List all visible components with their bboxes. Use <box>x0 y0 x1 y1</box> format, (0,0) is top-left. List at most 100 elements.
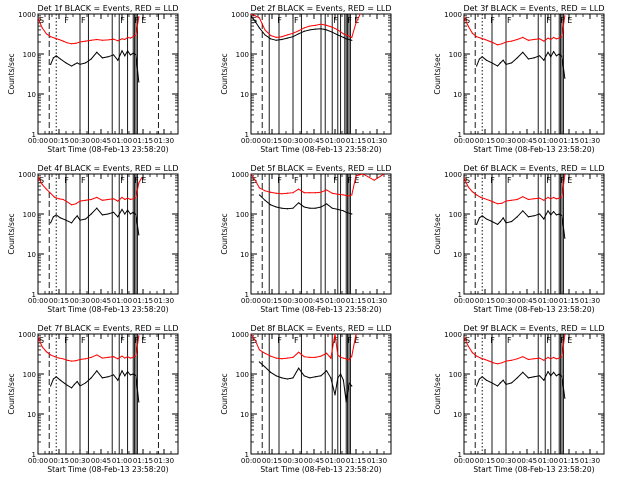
data-point-lld <box>254 339 256 341</box>
data-point-lld <box>492 42 494 44</box>
data-point-events <box>124 213 126 215</box>
data-point-events <box>138 401 140 403</box>
x-tick-label: 00:45 <box>91 297 111 305</box>
x-tick-label: 00:45 <box>517 137 537 145</box>
data-point-lld <box>75 360 77 362</box>
data-point-lld <box>281 36 283 38</box>
data-point-events <box>71 65 73 67</box>
x-tick-label: 01:15 <box>133 457 153 465</box>
data-point-lld <box>113 38 115 40</box>
data-point-lld <box>38 176 39 178</box>
data-point-lld <box>71 360 73 362</box>
data-point-events <box>124 375 126 377</box>
data-point-events <box>264 34 266 36</box>
data-point-events <box>65 62 67 64</box>
data-point-events <box>298 202 300 204</box>
x-axis-label: Start Time (08-Feb-13 23:58:20) <box>260 305 381 314</box>
x-tick-label: 01:30 <box>154 137 174 145</box>
data-point-lld <box>251 334 252 335</box>
data-point-events <box>345 401 347 403</box>
chart-title: Det 9f BLACK = Events, RED = LLD <box>463 324 604 333</box>
flag-label: F <box>64 16 69 25</box>
data-point-lld <box>480 37 482 39</box>
x-tick-label: 00:15 <box>262 457 282 465</box>
x-tick-label: 00:15 <box>49 457 69 465</box>
data-point-events <box>121 50 123 52</box>
data-point-events <box>337 34 339 36</box>
data-point-events <box>502 379 504 381</box>
data-point-events <box>281 207 283 209</box>
data-point-events <box>275 206 277 208</box>
data-point-events <box>50 63 52 65</box>
data-point-lld <box>38 336 39 338</box>
data-point-lld <box>550 358 552 360</box>
y-tick-label: 1 <box>32 451 36 459</box>
data-point-lld <box>539 357 541 359</box>
data-point-events <box>326 203 328 205</box>
data-point-events <box>348 212 350 214</box>
x-tick-label: 00:15 <box>262 297 282 305</box>
data-point-events <box>543 379 545 381</box>
data-point-events <box>270 371 272 373</box>
y-tick-label: 100 <box>236 51 249 59</box>
data-point-events <box>558 53 560 55</box>
data-point-lld <box>320 23 322 25</box>
data-point-lld <box>564 15 566 17</box>
data-point-lld <box>355 22 357 24</box>
data-point-events <box>337 208 339 211</box>
data-point-lld <box>511 40 513 42</box>
data-point-lld <box>90 39 92 41</box>
x-axis-label: Start Time (08-Feb-13 23:58:20) <box>260 145 381 154</box>
y-tick-label: 10 <box>240 411 249 419</box>
data-point-lld <box>54 37 56 39</box>
chart-panel-7: Det 7f BLACK = Events, RED = LLD 1 10 100 10… <box>7 324 179 474</box>
data-point-lld <box>484 38 486 41</box>
data-point-events <box>550 56 552 58</box>
data-point-lld <box>121 196 123 199</box>
data-point-lld <box>558 37 560 39</box>
y-tick-label: 1000 <box>18 171 36 179</box>
data-point-lld <box>547 37 549 39</box>
x-tick-label: 01:30 <box>580 457 600 465</box>
x-tick-label: 00:15 <box>49 297 69 305</box>
data-point-events <box>96 51 98 53</box>
data-point-lld <box>555 198 558 200</box>
data-point-lld <box>85 40 87 42</box>
flag-label: E <box>567 16 572 25</box>
data-point-events <box>553 210 555 213</box>
plot-frame <box>37 333 179 455</box>
data-point-lld <box>359 14 361 15</box>
y-tick-label: 1 <box>245 131 249 139</box>
data-point-events <box>52 57 55 59</box>
data-point-events <box>481 215 483 217</box>
data-point-events <box>558 213 560 215</box>
data-point-events <box>65 219 67 221</box>
x-tick-label: 00:00 <box>28 137 48 145</box>
data-point-events <box>138 234 140 236</box>
data-point-events <box>505 222 507 224</box>
data-point-events <box>539 375 541 377</box>
y-tick-label: 1000 <box>18 11 36 19</box>
x-tick-label: 00:00 <box>241 297 261 305</box>
y-tick-label: 100 <box>449 211 462 219</box>
chart-panel-5: Det 5f BLACK = Events, RED = LLD 1 10 100 10… <box>220 164 392 314</box>
y-axis-label: Counts/sec <box>7 213 16 254</box>
flag-label: F <box>333 176 338 185</box>
data-point-lld <box>345 358 347 360</box>
x-tick-label: 00:30 <box>496 297 516 305</box>
flag-label: F <box>64 176 69 185</box>
data-point-lld <box>38 17 39 19</box>
flag-label: F <box>277 176 282 185</box>
data-point-events <box>90 377 92 379</box>
data-point-events <box>90 58 92 60</box>
chart-title: Det 8f BLACK = Events, RED = LLD <box>250 324 391 333</box>
data-point-lld <box>85 358 87 360</box>
x-tick-label: 01:00 <box>538 457 558 465</box>
x-tick-label: 01:15 <box>133 137 153 145</box>
chart-panel-8: Det 8f BLACK = Events, RED = LLD 1 10 100 10… <box>220 324 392 474</box>
x-tick-label: 00:45 <box>517 297 537 305</box>
data-point-events <box>85 382 87 384</box>
data-point-lld <box>488 199 490 201</box>
data-point-events <box>113 211 115 213</box>
data-point-lld <box>75 203 77 205</box>
